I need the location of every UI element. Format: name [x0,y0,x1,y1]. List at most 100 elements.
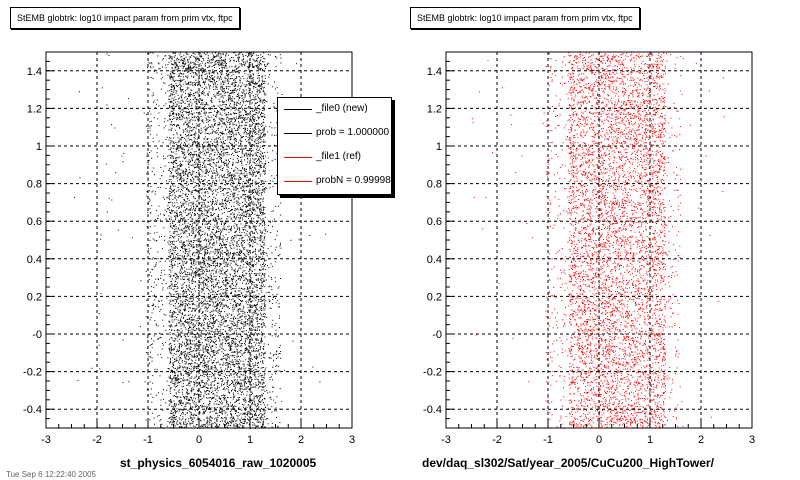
scatter-point [229,188,231,190]
scatter-point [255,283,257,285]
scatter-point [221,91,223,92]
scatter-point [204,355,206,357]
scatter-point [178,174,180,176]
scatter-point [252,185,253,187]
scatter-point [256,215,258,216]
scatter-point [175,67,177,68]
scatter-point [232,394,234,395]
scatter-point [234,89,236,91]
scatter-point [189,301,191,302]
scatter-point [238,308,240,310]
scatter-point [276,57,278,59]
scatter-point [247,286,248,288]
scatter-point [168,139,170,141]
scatter-point [271,127,273,129]
scatter-point [230,217,232,219]
scatter-point [255,207,257,209]
scatter-point [242,240,244,242]
scatter-point [214,418,216,420]
scatter-point [188,153,189,155]
scatter-point [174,197,176,199]
scatter-point [144,381,146,383]
scatter-point [208,390,210,392]
scatter-point [151,157,153,159]
scatter-point [230,408,232,410]
scatter-point [227,377,228,379]
scatter-point [255,317,257,319]
scatter-point [215,202,217,204]
scatter-point [176,133,178,135]
scatter-point [249,398,251,400]
scatter-point [224,382,226,384]
scatter-point [243,400,245,402]
scatter-point [234,271,236,273]
scatter-point [231,346,233,347]
scatter-point [182,131,184,133]
scatter-point [218,218,220,220]
scatter-point [226,196,228,198]
scatter-point [215,185,217,186]
scatter-point [212,206,214,208]
scatter-point [210,185,212,187]
scatter-point [231,97,233,99]
scatter-point [170,101,171,102]
scatter-point [151,125,152,127]
scatter-point [236,360,238,362]
scatter-point [209,154,210,156]
scatter-point [256,101,258,103]
scatter-point [210,311,212,313]
scatter-point [248,236,250,238]
scatter-point [214,184,216,186]
scatter-point [254,371,256,372]
scatter-point [175,61,177,63]
scatter-point [262,115,264,117]
scatter-point [233,261,235,263]
scatter-point [230,177,232,179]
scatter-point [256,334,258,336]
scatter-point [179,173,181,175]
scatter-point [212,260,214,262]
scatter-point [239,382,241,384]
scatter-point [174,343,176,345]
scatter-point [170,70,172,72]
scatter-point [227,164,229,166]
scatter-point [195,343,197,345]
scatter-point [199,310,201,312]
scatter-point [221,263,223,265]
scatter-point [263,169,265,171]
scatter-point [238,365,240,367]
scatter-point [206,122,208,123]
scatter-point [243,406,244,408]
scatter-point [231,278,233,279]
scatter-point [195,240,197,241]
scatter-point [261,156,263,158]
scatter-point [180,278,182,280]
scatter-point [269,397,271,399]
scatter-point [260,156,261,158]
scatter-point [200,237,202,239]
scatter-point [171,191,173,193]
scatter-point [172,106,174,108]
scatter-point [262,387,263,389]
scatter-point [193,381,194,383]
scatter-point [218,349,220,351]
scatter-point [161,300,163,302]
scatter-point [187,72,189,73]
scatter-point [257,55,259,56]
scatter-point [177,287,179,289]
scatter-point [152,167,154,169]
scatter-point [252,122,253,124]
scatter-point [224,223,226,224]
scatter-point [193,403,195,405]
scatter-point [151,382,153,384]
scatter-point [203,199,205,201]
scatter-point [254,132,256,134]
scatter-point [178,235,180,237]
scatter-point [213,239,214,241]
scatter-point [181,218,183,220]
scatter-point [148,356,150,358]
scatter-point [227,362,229,364]
scatter-point [213,385,215,387]
scatter-point [185,173,187,175]
scatter-point [248,301,250,303]
